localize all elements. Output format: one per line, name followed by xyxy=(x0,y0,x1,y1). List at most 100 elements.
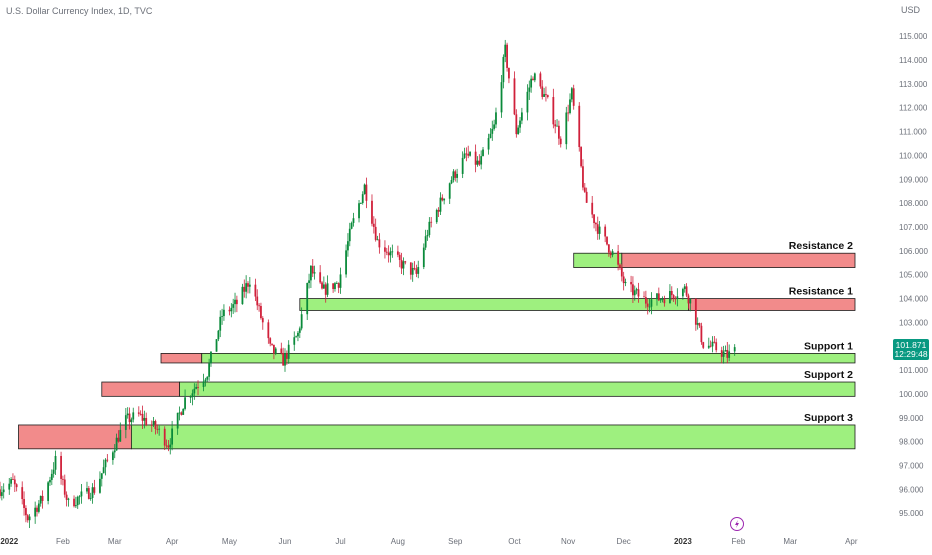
candle[interactable] xyxy=(86,481,88,494)
candle[interactable] xyxy=(413,261,416,271)
candle[interactable] xyxy=(25,505,27,523)
candle[interactable] xyxy=(235,295,238,313)
candle[interactable] xyxy=(374,218,377,242)
candle[interactable] xyxy=(132,407,135,423)
candle[interactable] xyxy=(26,513,29,523)
candle[interactable] xyxy=(565,106,568,150)
candle[interactable] xyxy=(424,229,427,251)
candle[interactable] xyxy=(552,88,555,129)
candle[interactable] xyxy=(298,326,301,339)
candle[interactable] xyxy=(400,252,403,275)
candle[interactable] xyxy=(78,495,81,505)
candle[interactable] xyxy=(308,273,310,289)
candle[interactable] xyxy=(620,264,623,282)
candle[interactable] xyxy=(385,247,388,256)
candle[interactable] xyxy=(415,264,418,278)
candle[interactable] xyxy=(456,168,459,183)
candle[interactable] xyxy=(247,281,249,294)
candle[interactable] xyxy=(269,337,272,347)
candle[interactable] xyxy=(124,407,127,439)
candle[interactable] xyxy=(582,159,584,191)
candle[interactable] xyxy=(337,282,340,294)
candle[interactable] xyxy=(661,296,664,303)
candle[interactable] xyxy=(15,483,18,492)
candle[interactable] xyxy=(439,192,442,215)
candle[interactable] xyxy=(12,473,14,480)
candle[interactable] xyxy=(274,347,277,356)
candle[interactable] xyxy=(595,221,597,232)
candle[interactable] xyxy=(387,245,390,263)
candle[interactable] xyxy=(422,243,425,270)
candle[interactable] xyxy=(467,145,470,159)
candle[interactable] xyxy=(180,411,183,416)
candle[interactable] xyxy=(715,338,718,353)
candle[interactable] xyxy=(0,481,1,499)
candle[interactable] xyxy=(232,298,235,314)
candle[interactable] xyxy=(210,351,212,367)
candle[interactable] xyxy=(519,116,521,133)
candle[interactable] xyxy=(65,491,68,507)
zone-resistance-2[interactable] xyxy=(573,252,856,268)
candle[interactable] xyxy=(62,475,64,486)
candle[interactable] xyxy=(670,286,673,301)
candle[interactable] xyxy=(384,240,386,259)
candle[interactable] xyxy=(648,298,651,313)
candle[interactable] xyxy=(700,322,703,345)
candle[interactable] xyxy=(339,267,342,294)
candle[interactable] xyxy=(223,304,225,321)
candle[interactable] xyxy=(607,243,610,257)
candle[interactable] xyxy=(167,440,170,452)
candle[interactable] xyxy=(73,495,75,508)
candle[interactable] xyxy=(254,278,257,302)
candle[interactable] xyxy=(285,350,288,365)
candle[interactable] xyxy=(448,182,451,205)
candle[interactable] xyxy=(241,283,244,305)
candle[interactable] xyxy=(487,133,490,155)
zone-support-2[interactable] xyxy=(101,381,856,397)
candle[interactable] xyxy=(506,42,508,72)
candle[interactable] xyxy=(345,244,347,278)
candle[interactable] xyxy=(435,208,438,224)
candle[interactable] xyxy=(67,497,70,507)
candle[interactable] xyxy=(208,358,211,381)
candle[interactable] xyxy=(352,212,355,227)
candle[interactable] xyxy=(583,182,586,193)
candle[interactable] xyxy=(632,276,634,303)
candle[interactable] xyxy=(234,292,236,313)
candle[interactable] xyxy=(104,458,107,476)
candle[interactable] xyxy=(267,319,270,344)
candle[interactable] xyxy=(228,306,231,316)
candle[interactable] xyxy=(398,252,401,268)
candle[interactable] xyxy=(696,317,699,330)
candle[interactable] xyxy=(347,233,349,257)
candle[interactable] xyxy=(23,491,25,516)
candle[interactable] xyxy=(80,484,83,504)
candle[interactable] xyxy=(248,277,251,294)
candle[interactable] xyxy=(493,119,496,131)
candle[interactable] xyxy=(156,424,159,434)
candle[interactable] xyxy=(502,54,505,89)
candle[interactable] xyxy=(321,281,323,290)
candle[interactable] xyxy=(154,419,157,435)
candle[interactable] xyxy=(689,298,692,312)
candle[interactable] xyxy=(106,454,109,463)
candle[interactable] xyxy=(411,262,414,282)
candle[interactable] xyxy=(287,340,290,364)
candle[interactable] xyxy=(572,84,575,110)
candle[interactable] xyxy=(482,146,484,157)
candle[interactable] xyxy=(150,420,153,432)
candle[interactable] xyxy=(461,151,464,179)
candle[interactable] xyxy=(145,412,148,427)
candle[interactable] xyxy=(417,260,420,279)
candle[interactable] xyxy=(624,278,627,287)
candle[interactable] xyxy=(163,426,166,451)
candle[interactable] xyxy=(184,389,186,411)
candle[interactable] xyxy=(332,283,335,293)
candle[interactable] xyxy=(598,221,601,240)
candle[interactable] xyxy=(39,495,42,507)
candle[interactable] xyxy=(606,236,608,246)
candle[interactable] xyxy=(580,146,583,168)
candle[interactable] xyxy=(152,417,155,428)
candle[interactable] xyxy=(113,444,116,459)
candle[interactable] xyxy=(683,284,686,293)
